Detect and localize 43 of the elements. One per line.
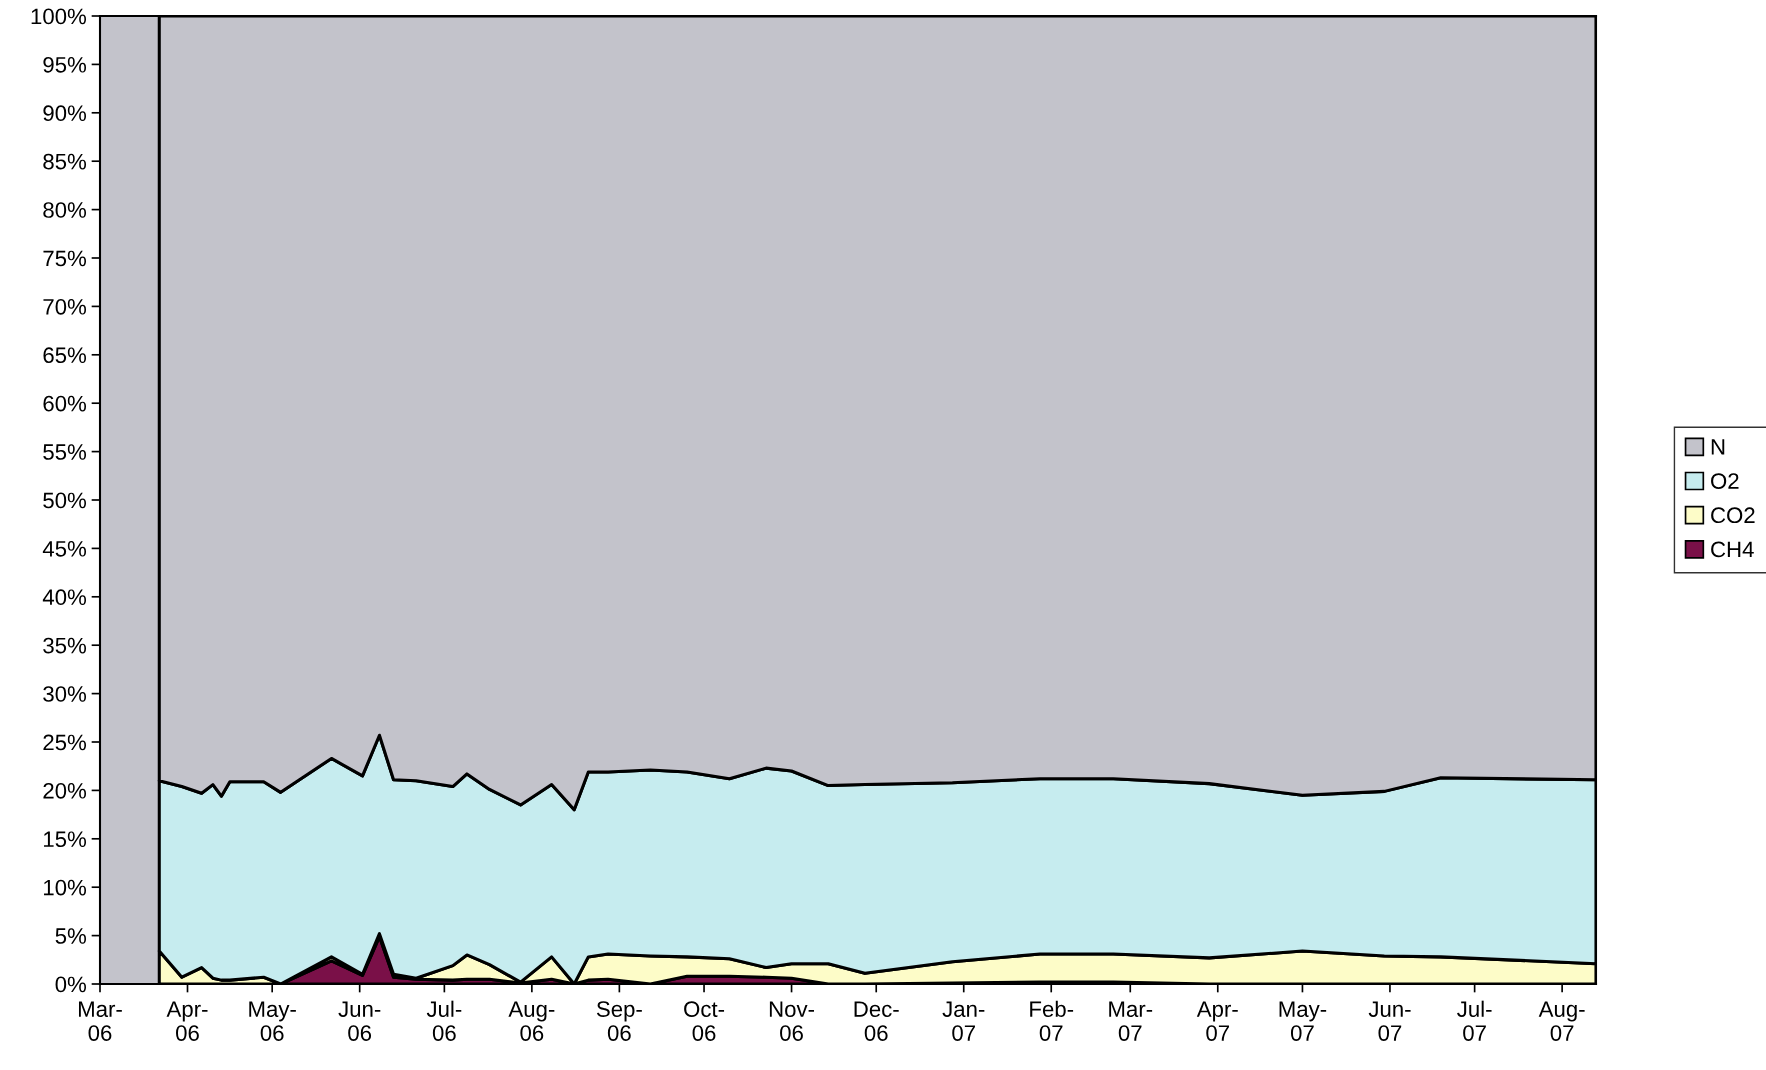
y-tick-label: 35% bbox=[43, 637, 87, 654]
y-tick-label: 75% bbox=[43, 250, 87, 267]
y-tick-label: 95% bbox=[43, 56, 87, 73]
x-tick-label: Jan- 07 bbox=[942, 1001, 985, 1041]
y-tick-label: 40% bbox=[42, 589, 87, 606]
x-tick-label: Jul- 06 bbox=[426, 1000, 462, 1041]
y-tick-label: 5% bbox=[55, 928, 87, 944]
y-tick-label: 85% bbox=[43, 153, 87, 170]
y-tick-label: 30% bbox=[43, 686, 87, 702]
x-tick-label: Feb- 07 bbox=[1030, 1000, 1074, 1041]
y-tick-label: 100% bbox=[31, 8, 87, 25]
y-tick-label: 60% bbox=[43, 395, 87, 412]
y-tick-label: 20% bbox=[43, 782, 87, 799]
x-tick-label: May- 06 bbox=[249, 1001, 296, 1041]
legend-label: O2 bbox=[1711, 473, 1739, 489]
y-tick-label: 45% bbox=[42, 541, 87, 557]
y-tick-label: 15% bbox=[44, 831, 87, 848]
y-tick-label: 65% bbox=[43, 347, 87, 364]
x-tick-label: Dec- 06 bbox=[854, 1001, 899, 1041]
legend-label: CH4 bbox=[1711, 541, 1754, 558]
x-tick-label: Jun- 06 bbox=[338, 1001, 381, 1041]
x-tick-label: Sep- 06 bbox=[596, 1001, 642, 1041]
y-tick-label: 55% bbox=[43, 444, 87, 460]
y-tick-label: 50% bbox=[43, 492, 87, 509]
y-tick-label: 80% bbox=[43, 202, 87, 218]
x-tick-label: Jul- 07 bbox=[1457, 1000, 1492, 1041]
x-tick-label: Mar- 07 bbox=[1109, 1001, 1153, 1041]
x-tick-label: Apr- 06 bbox=[166, 1001, 208, 1041]
legend-label: N bbox=[1711, 439, 1725, 455]
y-tick-label: 90% bbox=[43, 105, 87, 122]
x-tick-label: Aug- 06 bbox=[508, 1001, 555, 1041]
y-tick-label: 0% bbox=[55, 976, 87, 993]
y-tick-label: 70% bbox=[43, 298, 87, 315]
x-tick-label: May- 07 bbox=[1279, 1001, 1327, 1041]
y-tick-label: 10% bbox=[44, 879, 87, 896]
x-tick-label: Apr- 07 bbox=[1196, 1001, 1238, 1041]
y-tick-label: 25% bbox=[43, 734, 87, 751]
x-tick-label: Aug- 07 bbox=[1538, 1001, 1585, 1041]
x-tick-label: Nov- 06 bbox=[769, 1001, 815, 1041]
legend-label: CO2 bbox=[1711, 507, 1755, 524]
x-tick-label: Oct- 06 bbox=[684, 1001, 725, 1041]
x-tick-label: Jun- 07 bbox=[1368, 1001, 1411, 1041]
x-tick-label: Mar- 06 bbox=[78, 1001, 122, 1041]
